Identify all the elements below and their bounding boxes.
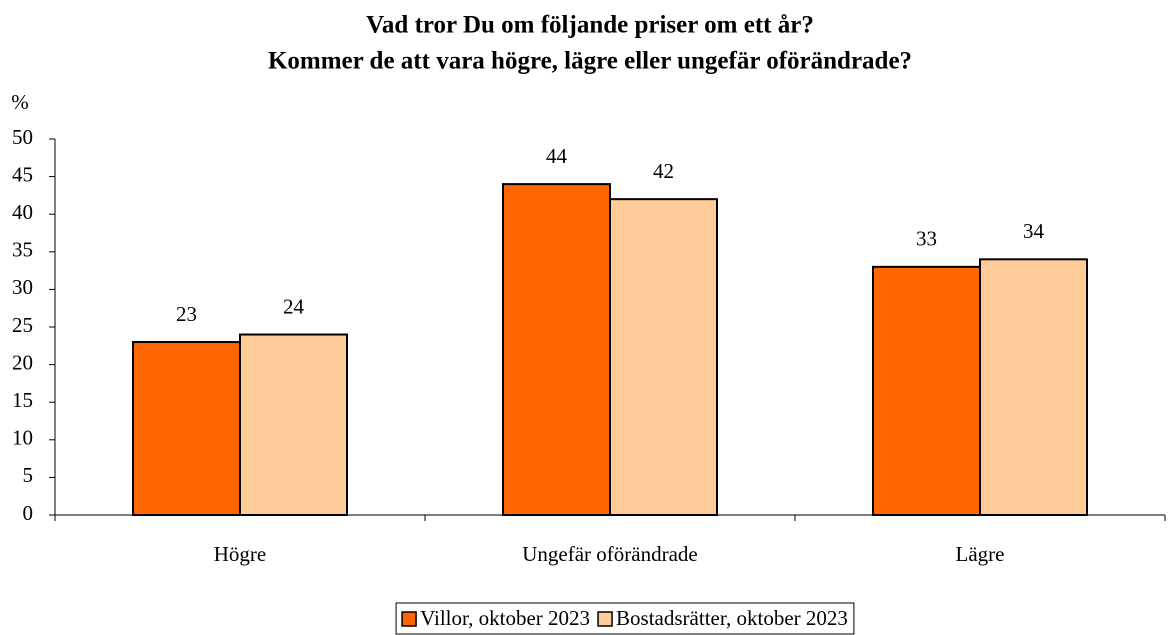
data-label: 24 [283,294,305,318]
y-tick-label: 40 [12,200,33,224]
legend-box [395,602,855,635]
y-tick-label: 25 [12,313,33,337]
bar [872,265,981,516]
legend-label: Villor, oktober 2023 [420,606,590,630]
data-label: 23 [176,302,197,326]
bar [979,258,1088,516]
chart-title: Vad tror Du om följande priser om ett år… [366,12,814,39]
y-tick-label: 5 [23,463,34,487]
x-tick-label: Lägre [956,542,1005,566]
y-tick-label: 50 [12,125,33,149]
legend-swatch [597,611,613,627]
chart-subtitle: Kommer de att vara högre, lägre eller un… [268,48,912,75]
bar [132,341,241,517]
x-tick-label: Ungefär oförändrade [522,542,698,566]
bar [609,198,718,516]
y-tick-label: 30 [12,275,33,299]
bar [239,333,348,516]
legend-swatch [401,611,417,627]
legend-label: Bostadsrätter, oktober 2023 [616,606,848,630]
data-label: 42 [653,159,674,183]
y-tick-label: 10 [12,426,33,450]
data-label: 33 [916,227,937,251]
data-label: 34 [1023,219,1045,243]
y-axis-label: % [11,90,29,114]
data-label: 44 [546,144,568,168]
y-tick-label: 35 [12,238,33,262]
bar [502,183,611,516]
y-tick-label: 15 [12,388,33,412]
y-tick-label: 20 [12,350,33,374]
y-tick-label: 45 [12,162,33,186]
x-tick-label: Högre [214,542,266,566]
y-tick-label: 0 [23,501,34,525]
